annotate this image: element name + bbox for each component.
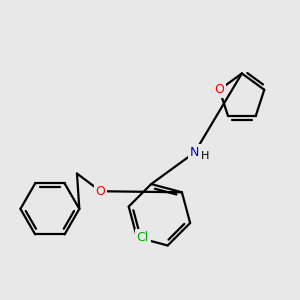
Text: Cl: Cl (137, 231, 149, 244)
Text: N: N (190, 146, 200, 159)
Text: O: O (96, 185, 106, 198)
Text: O: O (214, 83, 224, 96)
Text: H: H (201, 151, 209, 161)
